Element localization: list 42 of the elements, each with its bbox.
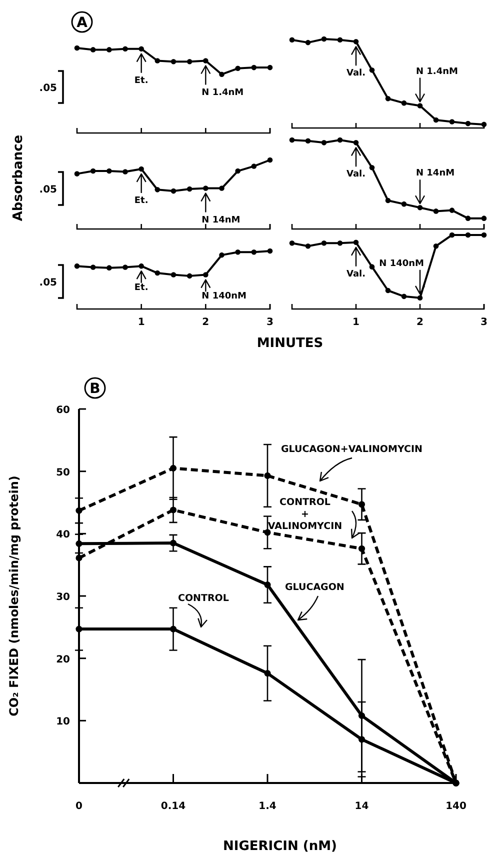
annotation: N 1.4nM xyxy=(416,66,458,77)
chart-title: A xyxy=(76,15,88,31)
y-tick-label: 20 xyxy=(56,654,70,666)
annotation: N 14nM xyxy=(202,215,240,226)
text: GLUCAGON+VALINOMYCIN xyxy=(281,444,423,455)
x-tick-label: 3 xyxy=(480,317,488,328)
x-tick-label: 1 xyxy=(352,317,360,328)
text: .05 xyxy=(39,184,58,196)
y-axis-title: CO₂ FIXED (nmoles/min/mg protein) xyxy=(7,476,21,716)
y-tick-label: 40 xyxy=(56,530,70,541)
series-label: CONTROL + VALINOMYCIN xyxy=(268,497,342,532)
series-label: GLUCAGON xyxy=(285,582,344,593)
x-tick-label: 1.4 xyxy=(258,801,276,812)
x-tick-label: 2 xyxy=(202,317,210,328)
y-tick-label: 50 xyxy=(56,467,70,478)
annotation: N 140nM xyxy=(202,292,247,302)
annotation: Val. xyxy=(346,170,366,180)
annotation: Val. xyxy=(346,68,366,79)
annotation: Val. xyxy=(346,269,366,280)
x-tick-label: 3 xyxy=(266,317,274,328)
x-tick-label: 0.14 xyxy=(160,801,186,812)
x-tick-label: 2 xyxy=(416,317,424,328)
annotation: Et. xyxy=(134,76,148,86)
x-axis-title: MINUTES xyxy=(256,336,324,351)
annotation: N 1.4nM xyxy=(202,88,244,98)
x-tick-label: 0 xyxy=(76,801,83,812)
text: .05 xyxy=(39,278,58,288)
text: CONTROL xyxy=(178,593,229,604)
annotation: Et. xyxy=(134,196,148,206)
y-tick-label: 60 xyxy=(56,405,70,416)
chart-title: B xyxy=(90,381,100,397)
x-tick-label: 14 xyxy=(354,801,369,812)
text: .05 xyxy=(39,83,58,94)
x-tick-label: 1 xyxy=(138,317,145,328)
y-tick-label: 30 xyxy=(56,592,70,603)
x-tick-label: 140 xyxy=(446,801,466,812)
x-axis-title: NIGERICIN (nM) xyxy=(223,839,337,854)
annotation: N 14nM xyxy=(416,168,455,179)
annotation: Et. xyxy=(134,282,148,293)
y-axis-title: Absorbance xyxy=(11,134,26,222)
y-tick-label: 10 xyxy=(56,716,70,728)
annotation: N 140nM xyxy=(379,258,424,269)
